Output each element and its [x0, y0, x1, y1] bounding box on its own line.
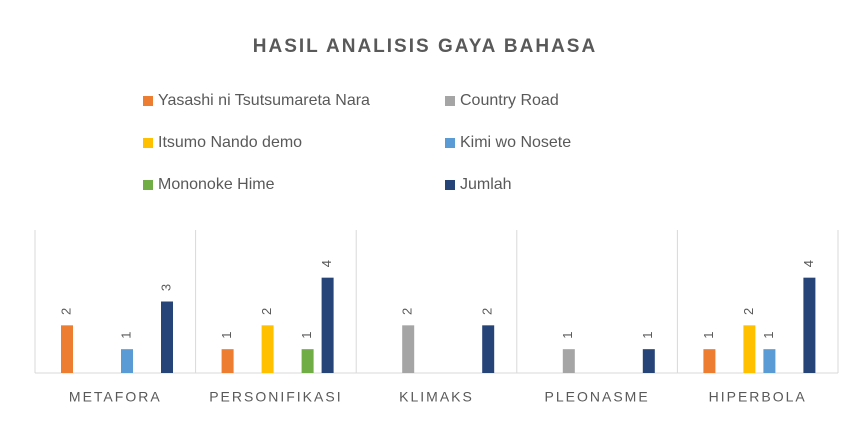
legend-label: Itsumo Nando demo [158, 134, 302, 151]
legend-label: Kimi wo Nosete [460, 134, 571, 151]
data-label: 2 [58, 308, 73, 315]
legend-swatch [143, 96, 153, 106]
x-tick-label: KLIMAKS [399, 389, 474, 405]
bar [161, 302, 173, 374]
x-tick-label: PERSONIFIKASI [209, 389, 342, 405]
data-label: 1 [701, 332, 716, 339]
bar [743, 325, 755, 373]
legend-label: Mononoke Hime [158, 176, 275, 193]
bar [703, 349, 715, 373]
data-label: 1 [299, 332, 314, 339]
data-label: 1 [219, 332, 234, 339]
data-label: 2 [741, 308, 756, 315]
data-label: 4 [319, 260, 334, 267]
legend-label: Jumlah [460, 176, 512, 193]
legend-swatch [445, 96, 455, 106]
chart: HASIL ANALISIS GAYA BAHASA Yasashi ni Ts… [0, 0, 851, 421]
bar [222, 349, 234, 373]
chart-title: HASIL ANALISIS GAYA BAHASA [253, 36, 597, 57]
bar [563, 349, 575, 373]
data-label: 1 [640, 332, 655, 339]
data-label: 1 [560, 332, 575, 339]
bar [322, 278, 334, 373]
legend-label: Yasashi ni Tsutsumareta Nara [158, 92, 370, 109]
data-label: 2 [400, 308, 415, 315]
bar [61, 325, 73, 373]
x-tick-label: PLEONASME [545, 389, 650, 405]
data-label: 4 [801, 260, 816, 267]
x-tick-label: HIPERBOLA [709, 389, 807, 405]
bar [643, 349, 655, 373]
data-label: 3 [158, 284, 173, 291]
legend-swatch [445, 180, 455, 190]
bar [262, 325, 274, 373]
x-tick-label: METAFORA [69, 389, 162, 405]
data-label: 1 [761, 332, 776, 339]
bar [803, 278, 815, 373]
page: {"chart_data": {"type": "bar", "title": … [0, 0, 851, 421]
legend-swatch [143, 138, 153, 148]
bar [482, 325, 494, 373]
legend-swatch [445, 138, 455, 148]
bar [121, 349, 133, 373]
legend-swatch [143, 180, 153, 190]
data-label: 2 [259, 308, 274, 315]
data-label: 1 [118, 332, 133, 339]
bar [402, 325, 414, 373]
legend-label: Country Road [460, 92, 559, 109]
data-label: 2 [480, 308, 495, 315]
bar [763, 349, 775, 373]
bar [302, 349, 314, 373]
